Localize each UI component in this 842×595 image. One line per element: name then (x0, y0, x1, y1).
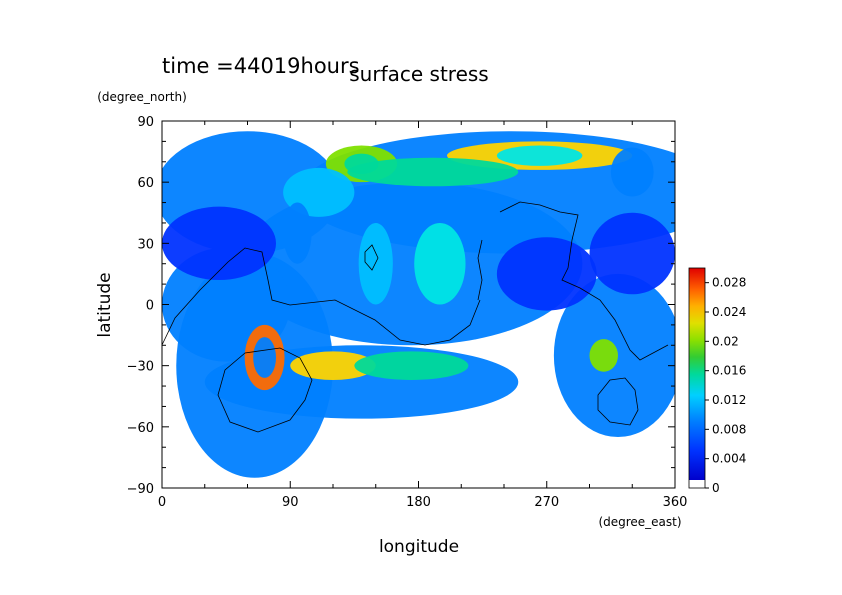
x-axis: 0 90 180 270 360 (158, 121, 688, 510)
field-blob-14 (347, 157, 519, 187)
field-blob-16 (414, 222, 466, 305)
colorbar-label-1: 0.004 (712, 452, 746, 466)
field-blob-23 (283, 202, 312, 264)
coastline-north-a (499, 201, 669, 361)
stress-field (162, 131, 675, 478)
x-tick-label-90: 90 (282, 495, 299, 510)
coastline-australia-east (477, 239, 483, 301)
x-tick-label-360: 360 (663, 495, 688, 510)
colorbar-ticks: 0 0.004 0.008 0.012 0.016 0.02 0.024 0.028 (705, 276, 746, 495)
colorbar: 0 0.004 0.008 0.012 0.016 0.02 0.024 0.028 (688, 267, 746, 495)
field-blob-8 (589, 212, 675, 295)
field-blob-11 (496, 145, 583, 166)
colorbar-zero-swatch (689, 480, 705, 488)
coastline-south-east (597, 377, 639, 426)
x-tick-label-180: 180 (406, 495, 431, 510)
colorbar-label-4: 0.016 (712, 364, 746, 378)
y-units-label: (degree_north) (97, 90, 187, 104)
y-tick-label-30: 30 (137, 237, 154, 252)
coastline-africa-west (162, 247, 481, 346)
colorbar-gradient (689, 268, 705, 480)
x-tick-label-270: 270 (534, 495, 559, 510)
x-axis-label: longitude (379, 537, 459, 557)
time-label: time =44019hours (162, 54, 360, 78)
x-tick-label-0: 0 (158, 495, 166, 510)
field-blob-24 (610, 147, 654, 197)
colorbar-label-3: 0.012 (712, 393, 746, 407)
field-blob-21 (354, 351, 469, 380)
y-tick-label--60: −60 (127, 421, 154, 436)
colorbar-label-5: 0.02 (712, 334, 739, 348)
field-blob-20 (290, 351, 376, 380)
colorbar-label-2: 0.008 (712, 422, 746, 436)
chart-title: surface stress (349, 62, 488, 86)
coastline-small-island (364, 244, 379, 271)
field-blob-22 (589, 339, 618, 372)
colorbar-label-6: 0.024 (712, 305, 746, 319)
field-blob-6 (162, 206, 276, 281)
field-blob-17 (358, 222, 393, 305)
colorbar-label-0: 0 (712, 481, 720, 495)
y-tick-label--90: −90 (127, 482, 154, 497)
y-tick-label-60: 60 (137, 176, 154, 191)
y-tick-label-0: 0 (146, 299, 154, 314)
y-axis: −90 −60 −30 0 30 60 90 (127, 115, 675, 497)
coastlines (162, 201, 669, 433)
field-blob-9 (496, 237, 597, 311)
y-tick-label-90: 90 (137, 115, 154, 130)
field-blob-19 (253, 337, 276, 378)
colorbar-label-7: 0.028 (712, 276, 746, 290)
y-tick-label--30: −30 (127, 360, 154, 375)
y-axis-label: latitude (95, 272, 115, 337)
x-units-label: (degree_east) (598, 515, 681, 529)
coastline-southern (217, 347, 313, 433)
colorbar-frame (688, 267, 706, 489)
